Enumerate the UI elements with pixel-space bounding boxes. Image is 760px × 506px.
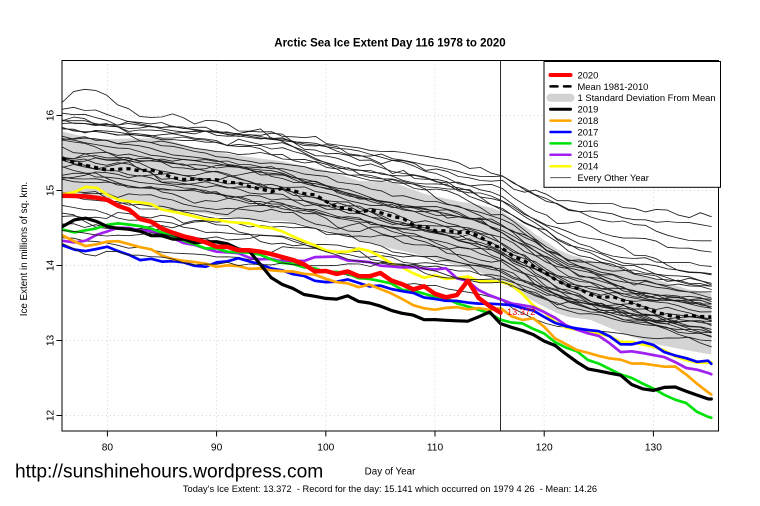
- svg-text:110: 110: [427, 443, 444, 454]
- svg-text:Day of Year: Day of Year: [365, 467, 416, 478]
- svg-text:16: 16: [46, 110, 57, 122]
- svg-text:13.372: 13.372: [507, 307, 535, 317]
- svg-text:2015: 2015: [578, 149, 599, 160]
- svg-text:1 Standard Deviation From Mean: 1 Standard Deviation From Mean: [578, 92, 716, 103]
- svg-text:80: 80: [102, 443, 114, 454]
- svg-text:2018: 2018: [578, 115, 599, 126]
- svg-text:2014: 2014: [578, 161, 599, 172]
- svg-text:2019: 2019: [578, 104, 599, 115]
- svg-text:2016: 2016: [578, 138, 599, 149]
- svg-text:15: 15: [46, 185, 57, 197]
- svg-text:2017: 2017: [578, 126, 599, 137]
- svg-text:Arctic Sea Ice Extent Day 116: Arctic Sea Ice Extent Day 116 1978 to 20…: [274, 38, 505, 50]
- svg-text:Mean 1981-2010: Mean 1981-2010: [578, 81, 649, 92]
- svg-text:130: 130: [645, 443, 662, 454]
- svg-text:90: 90: [211, 443, 223, 454]
- svg-text:14: 14: [46, 260, 57, 272]
- svg-text:13: 13: [46, 335, 57, 347]
- svg-text:120: 120: [536, 443, 553, 454]
- svg-text:Ice Extent in millions of sq.: Ice Extent in millions of sq. km.: [19, 182, 30, 316]
- svg-text:100: 100: [317, 443, 334, 454]
- svg-text:12: 12: [46, 410, 57, 422]
- svg-text:http://sunshinehours.wordpress: http://sunshinehours.wordpress.com: [15, 462, 323, 483]
- svg-text:Today's Ice Extent: 13.372 -: Today's Ice Extent: 13.372 - Record for …: [183, 484, 597, 494]
- svg-text:Every Other Year: Every Other Year: [578, 172, 649, 183]
- svg-text:2020: 2020: [578, 69, 599, 80]
